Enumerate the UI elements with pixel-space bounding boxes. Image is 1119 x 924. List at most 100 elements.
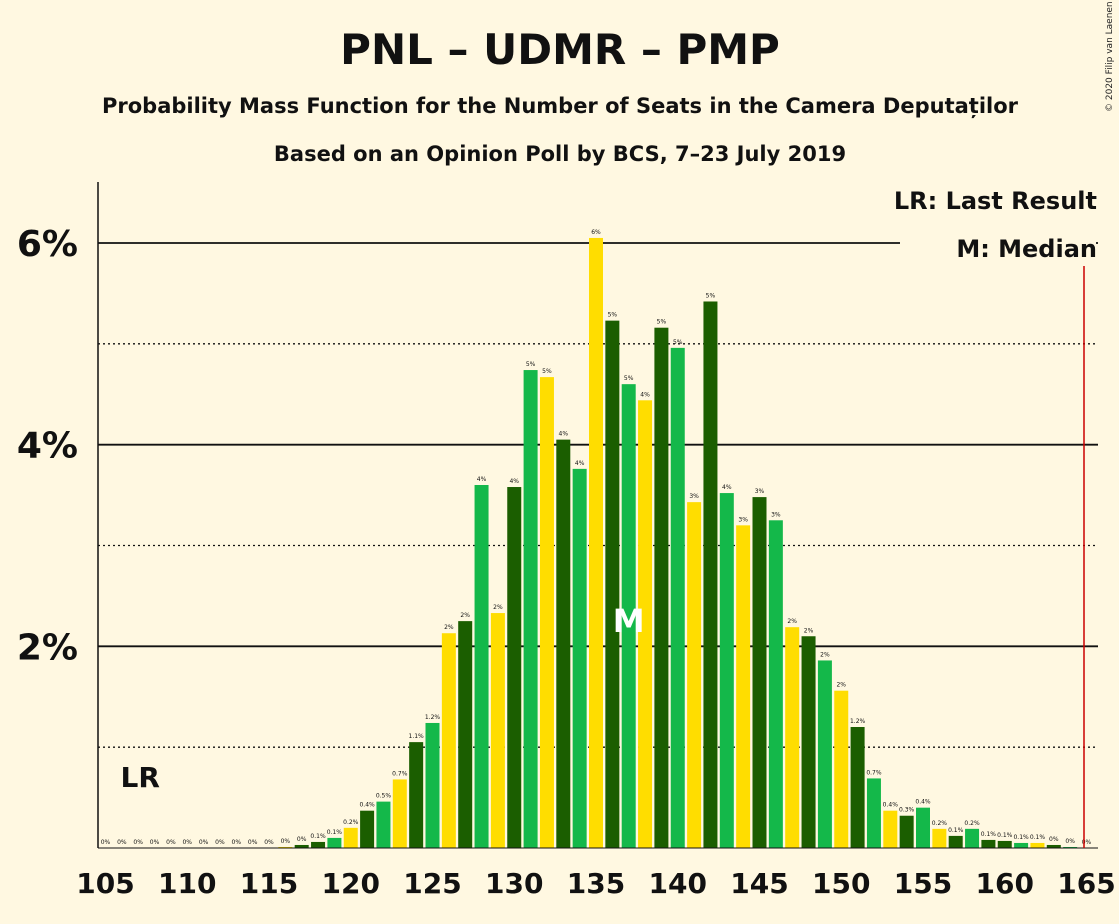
legend-median: M: Median	[956, 235, 1097, 263]
data-label: 0%	[133, 839, 143, 846]
data-label: 5%	[608, 312, 618, 319]
bar	[981, 839, 996, 848]
data-label: 5%	[542, 368, 552, 375]
bar	[899, 815, 914, 848]
data-label: 0%	[117, 839, 127, 846]
data-label: 1.2%	[425, 714, 441, 721]
bar	[327, 837, 342, 848]
data-label: 5%	[673, 339, 683, 346]
x-tick-label: 110	[158, 867, 216, 900]
bar	[768, 520, 783, 848]
bar	[687, 502, 702, 848]
legend-last-result: LR: Last Result	[894, 187, 1097, 215]
bar	[523, 370, 538, 848]
data-label: 0.7%	[866, 769, 882, 776]
data-label: 4%	[559, 431, 569, 438]
bar	[621, 384, 636, 848]
y-tick-label: 6%	[17, 224, 78, 265]
data-label: 3%	[755, 488, 765, 495]
bar	[474, 485, 489, 848]
bar	[278, 846, 293, 848]
data-label: 0.4%	[883, 802, 899, 809]
data-label: 4%	[640, 391, 650, 398]
bar	[343, 827, 358, 848]
data-label: 4%	[477, 476, 487, 483]
bar	[311, 841, 326, 848]
last-result-marker: LR	[120, 761, 159, 794]
data-label: 2%	[460, 612, 470, 619]
x-tick-label: 155	[894, 867, 952, 900]
data-label: 0.1%	[310, 833, 326, 840]
bar	[703, 301, 718, 848]
bar	[1014, 842, 1029, 848]
y-axis-labels: 2% 4% 6%	[17, 224, 78, 668]
bar	[572, 468, 587, 848]
data-labels: 0% 0% 0% 0% 0% 0% 0% 0% 0% 0% 0% 0% 0% 0.1%0.1%0.2%0.…	[101, 229, 1092, 846]
y-tick-label: 2%	[17, 627, 78, 668]
data-label: 0%	[150, 839, 160, 846]
data-label: 0%	[1049, 836, 1059, 843]
median-marker: M	[613, 602, 645, 640]
data-label: 6%	[591, 229, 601, 236]
bar	[409, 742, 424, 848]
x-tick-label: 130	[485, 867, 543, 900]
data-label: 0%	[199, 839, 209, 846]
data-label: 0.4%	[359, 802, 375, 809]
x-tick-label: 140	[649, 867, 707, 900]
bar	[670, 347, 685, 848]
data-label: 0%	[1065, 838, 1075, 845]
data-label: 0%	[248, 839, 258, 846]
bar	[850, 727, 865, 848]
bar	[1030, 842, 1045, 848]
data-label: 4%	[722, 484, 732, 491]
bar	[834, 690, 849, 848]
data-label: 2%	[444, 624, 454, 631]
data-label: 0%	[182, 839, 192, 846]
bars	[278, 237, 1078, 849]
data-label: 0%	[101, 839, 111, 846]
bar	[752, 497, 767, 848]
chart-subtitle: Probability Mass Function for the Number…	[102, 94, 1019, 119]
bar	[638, 400, 653, 848]
bar	[360, 810, 375, 848]
data-label: 2%	[804, 627, 814, 634]
bar	[589, 237, 603, 849]
data-label: 0.2%	[932, 820, 948, 827]
bar	[1063, 846, 1078, 848]
bar	[997, 840, 1012, 848]
bar	[817, 660, 832, 848]
bar	[441, 633, 456, 848]
bar	[392, 779, 407, 848]
bar	[507, 487, 522, 848]
data-label: 0.5%	[376, 793, 392, 800]
data-label: 0%	[264, 839, 274, 846]
x-tick-label: 115	[240, 867, 298, 900]
x-tick-label: 105	[76, 867, 134, 900]
data-label: 0.1%	[1013, 834, 1029, 841]
bar	[965, 828, 980, 848]
data-label: 2%	[787, 618, 797, 625]
x-tick-label: 165	[1057, 867, 1115, 900]
bar	[490, 613, 505, 848]
data-label: 0%	[232, 839, 242, 846]
data-label: 5%	[526, 361, 536, 368]
data-label: 0%	[281, 838, 291, 845]
data-label: 0.1%	[1030, 834, 1046, 841]
bar	[539, 377, 554, 848]
x-tick-label: 125	[403, 867, 461, 900]
data-label: 4%	[575, 460, 585, 467]
data-label: 0%	[297, 836, 307, 843]
data-label: 3%	[689, 493, 699, 500]
chart-title: PNL – UDMR – PMP	[340, 25, 780, 74]
x-axis-labels: 105 110 115 120 125 130 135 140 145 150 155 160 165	[76, 867, 1115, 900]
data-label: 5%	[657, 319, 667, 326]
data-label: 0.1%	[948, 827, 964, 834]
bar	[556, 439, 571, 848]
y-tick-label: 4%	[17, 426, 78, 467]
data-label: 0.2%	[964, 820, 980, 827]
data-label: 0.1%	[327, 829, 343, 836]
data-label: 5%	[706, 292, 716, 299]
bar	[605, 320, 620, 848]
bar	[294, 844, 309, 848]
